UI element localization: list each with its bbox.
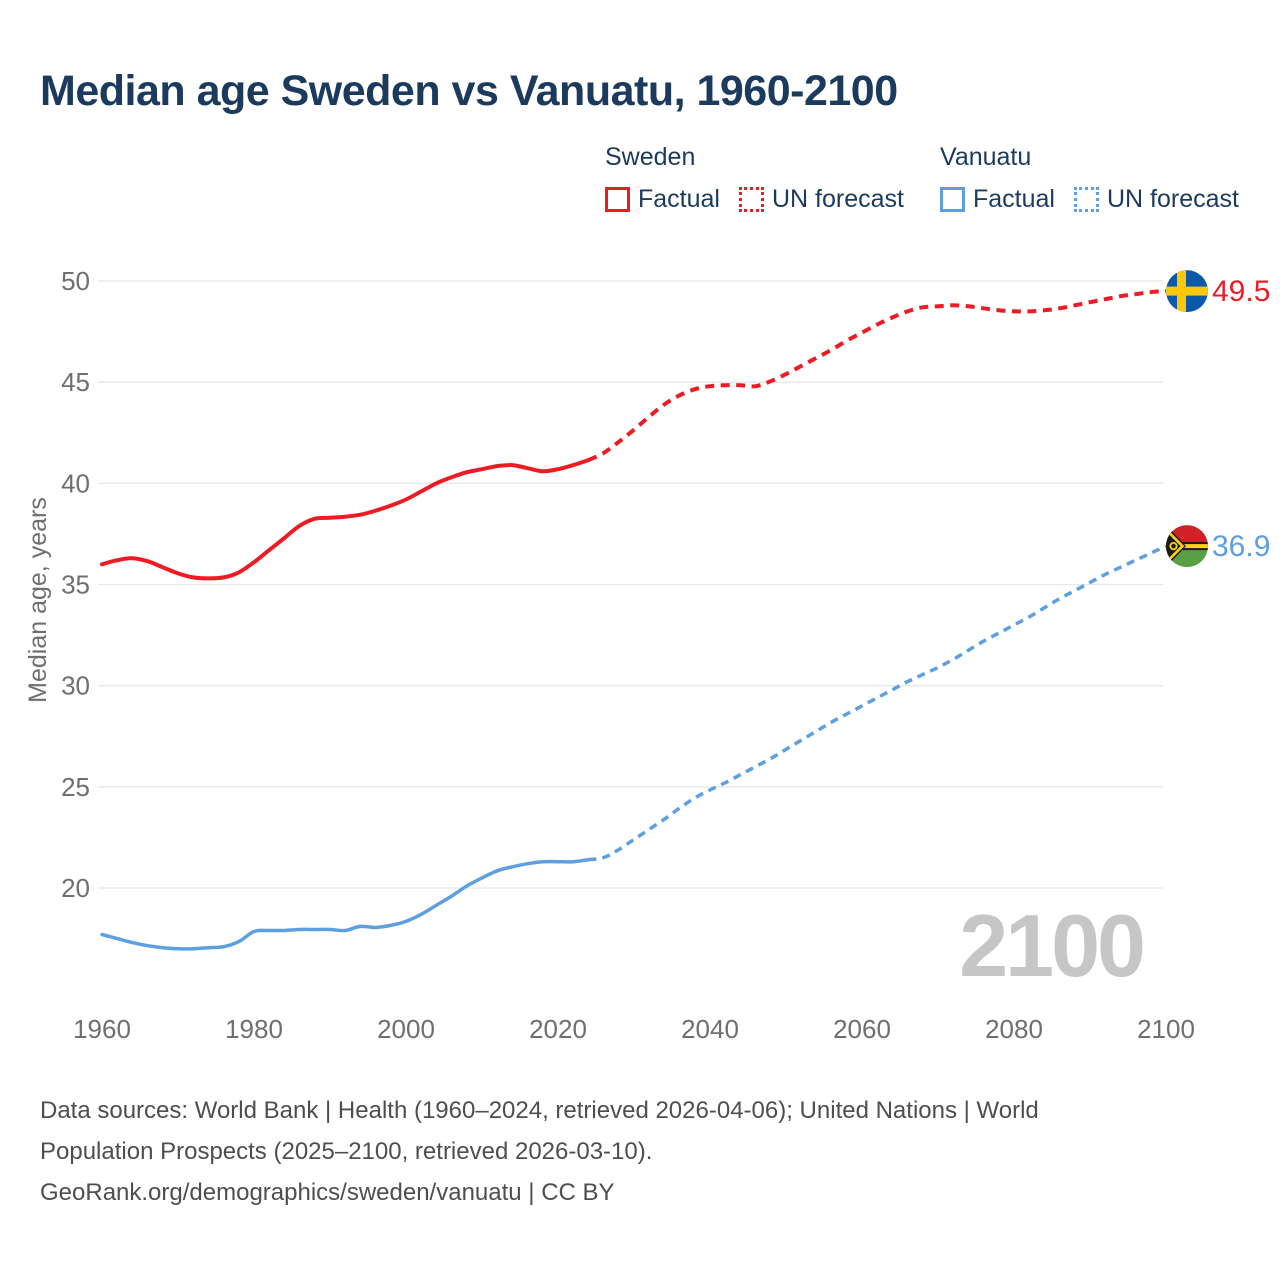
legend-item-vanuatu-factual[interactable]: Factual [940, 185, 1055, 214]
y-tick-label: 40 [61, 468, 90, 498]
x-tick-label: 2080 [985, 1014, 1043, 1044]
legend-group-sweden: Sweden Factual UN forecast [605, 143, 923, 214]
y-tick-label: 50 [61, 266, 90, 296]
sweden-forecast-swatch-icon [738, 187, 764, 212]
footer-sources-line2: Population Prospects (2025–2100, retriev… [40, 1138, 653, 1165]
vanuatu-factual-swatch-icon [940, 187, 965, 212]
vanuatu-flag-part [1166, 544, 1208, 549]
legend-header-vanuatu: Vanuatu [940, 143, 1032, 171]
legend-group-vanuatu: Vanuatu Factual UN forecast [940, 143, 1258, 214]
y-tick-label: 20 [61, 873, 90, 903]
legend-item-sweden-forecast[interactable]: UN forecast [738, 185, 904, 214]
sweden-flag-icon [1166, 270, 1208, 313]
vanuatu-flag-part [1166, 528, 1185, 564]
x-tick-label: 1980 [225, 1014, 283, 1044]
legend-header-sweden: Sweden [605, 143, 696, 171]
x-tick-label: 2020 [529, 1014, 587, 1044]
legend-items-vanuatu: Factual UN forecast [940, 185, 1258, 214]
vanuatu-flag-part [1166, 525, 1208, 568]
x-tick-label: 2040 [681, 1014, 739, 1044]
legend-label: Factual [638, 185, 720, 213]
x-tick-label: 2060 [833, 1014, 891, 1044]
y-axis-title: Median age, years [24, 497, 52, 703]
vanuatu-forecast-swatch-icon [1073, 187, 1099, 212]
sweden-forecast-line [587, 289, 1167, 462]
chart-title: Median age Sweden vs Vanuatu, 1960-2100 [40, 67, 898, 115]
y-tick-label: 25 [61, 772, 90, 802]
legend-items-sweden: Factual UN forecast [605, 185, 923, 214]
legend-label: UN forecast [1106, 185, 1239, 213]
vanuatu-flag-icon [1166, 525, 1208, 568]
legend-label: UN forecast [771, 185, 904, 213]
watermark-year: 2100 [959, 896, 1143, 995]
vanuatu-flag-part [1169, 541, 1178, 551]
footer-sources-line1: Data sources: World Bank | Health (1960–… [40, 1097, 1039, 1124]
x-tick-label: 2000 [377, 1014, 435, 1044]
sweden-end-value-label: 49.5 [1212, 275, 1270, 308]
x-tick-label: 1960 [73, 1014, 131, 1044]
sweden-flag-part [1166, 270, 1208, 313]
footer-credit-link[interactable]: GeoRank.org/demographics/sweden/vanuatu … [40, 1179, 615, 1206]
vanuatu-factual-line [100, 857, 591, 951]
vanuatu-end-value-label: 36.9 [1212, 530, 1270, 563]
legend-item-sweden-factual[interactable]: Factual [605, 185, 720, 214]
sweden-factual-swatch-icon [605, 187, 630, 212]
y-tick-label: 35 [61, 570, 90, 600]
y-tick-label: 45 [61, 367, 90, 397]
legend-label: Factual [973, 185, 1055, 213]
x-tick-label: 2100 [1137, 1014, 1195, 1044]
legend-item-vanuatu-forecast[interactable]: UN forecast [1073, 185, 1239, 214]
footer: Data sources: World Bank | Health (1960–… [40, 1090, 1039, 1213]
vanuatu-forecast-line [588, 544, 1167, 862]
sweden-factual-line [100, 458, 591, 581]
y-tick-label: 30 [61, 671, 90, 701]
sweden-flag-part [1166, 286, 1208, 296]
